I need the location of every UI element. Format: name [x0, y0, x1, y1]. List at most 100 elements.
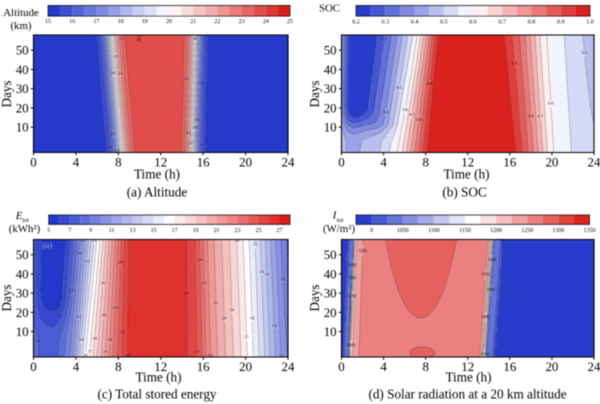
svg-text:0.7: 0.7: [538, 113, 543, 118]
svg-text:9: 9: [89, 228, 92, 234]
svg-text:0.9: 0.9: [427, 81, 432, 86]
svg-text:10: 10: [281, 277, 285, 282]
svg-text:12: 12: [461, 154, 474, 169]
svg-text:0.6: 0.6: [469, 19, 476, 25]
svg-text:24: 24: [136, 37, 141, 42]
svg-text:23: 23: [202, 280, 206, 285]
svg-text:8: 8: [69, 289, 71, 294]
svg-text:22: 22: [186, 130, 190, 135]
svg-text:0: 0: [370, 228, 373, 234]
svg-text:30: 30: [16, 286, 29, 301]
svg-text:19: 19: [111, 71, 115, 76]
svg-text:16: 16: [197, 359, 210, 374]
svg-text:0.3: 0.3: [381, 37, 386, 42]
svg-text:23: 23: [184, 76, 188, 81]
svg-text:11: 11: [109, 228, 115, 234]
svg-text:19: 19: [142, 19, 148, 25]
svg-text:12: 12: [154, 359, 167, 374]
svg-text:15: 15: [253, 242, 257, 247]
svg-text:21: 21: [103, 349, 107, 354]
svg-text:20: 20: [16, 100, 29, 115]
svg-text:15: 15: [92, 238, 96, 243]
svg-text:13: 13: [84, 258, 88, 263]
svg-text:20: 20: [324, 100, 337, 115]
svg-text:24: 24: [118, 260, 123, 265]
svg-text:50: 50: [324, 43, 337, 58]
svg-text:17: 17: [88, 349, 92, 354]
svg-text:1200: 1200: [490, 228, 502, 234]
svg-text:(W/m²): (W/m²): [323, 223, 356, 235]
svg-text:50: 50: [324, 247, 337, 262]
svg-text:0: 0: [338, 359, 344, 374]
svg-text:20: 20: [110, 32, 114, 37]
svg-text:21: 21: [214, 300, 218, 305]
svg-text:1200: 1200: [481, 314, 489, 319]
svg-text:0: 0: [30, 359, 36, 374]
svg-text:12: 12: [77, 314, 81, 319]
svg-text:0.5: 0.5: [582, 50, 587, 55]
svg-text:20: 20: [166, 19, 172, 25]
svg-text:9: 9: [72, 288, 74, 293]
svg-text:20: 20: [102, 313, 106, 318]
svg-text:21: 21: [114, 54, 118, 59]
svg-text:24: 24: [263, 19, 269, 25]
svg-text:50: 50: [16, 247, 29, 262]
svg-text:(d) Solar radiation at a 20 km: (d) Solar radiation at a 20 km altitude: [368, 386, 566, 401]
svg-text:15: 15: [151, 228, 157, 234]
svg-text:Time (h): Time (h): [134, 167, 180, 182]
svg-text:10: 10: [324, 324, 337, 339]
svg-text:14: 14: [79, 337, 84, 342]
svg-text:6: 6: [58, 302, 60, 307]
svg-text:12: 12: [272, 323, 276, 328]
svg-text:(km): (km): [10, 20, 31, 32]
svg-text:13: 13: [265, 271, 269, 276]
svg-text:19: 19: [101, 280, 105, 285]
svg-text:0.7: 0.7: [409, 112, 414, 117]
svg-text:17: 17: [172, 228, 178, 234]
svg-text:40: 40: [324, 62, 337, 77]
svg-text:50: 50: [16, 43, 29, 58]
svg-text:8: 8: [115, 359, 121, 374]
svg-text:14: 14: [259, 269, 264, 274]
svg-text:8: 8: [422, 154, 428, 169]
svg-text:I: I: [332, 210, 338, 222]
svg-text:Time (h): Time (h): [445, 370, 491, 385]
svg-text:12: 12: [461, 359, 474, 374]
svg-text:1250: 1250: [481, 271, 489, 276]
svg-text:1250: 1250: [521, 228, 533, 234]
svg-text:(b) SOC: (b) SOC: [442, 185, 487, 200]
svg-text:1100: 1100: [348, 275, 356, 280]
svg-text:SOC: SOC: [319, 3, 340, 15]
svg-text:18: 18: [93, 336, 97, 341]
svg-text:20: 20: [193, 36, 197, 41]
svg-text:0.8: 0.8: [528, 19, 535, 25]
svg-text:27: 27: [277, 228, 283, 234]
svg-text:Days: Days: [307, 80, 322, 107]
svg-text:30: 30: [324, 81, 337, 96]
svg-text:10: 10: [77, 251, 81, 256]
svg-text:0.8: 0.8: [416, 117, 421, 122]
svg-text:7: 7: [68, 228, 71, 234]
svg-text:30: 30: [16, 81, 29, 96]
svg-text:12: 12: [154, 154, 167, 169]
svg-text:(a): (a): [43, 241, 53, 250]
svg-text:Altitude: Altitude: [3, 7, 39, 19]
svg-text:20: 20: [324, 305, 337, 320]
svg-text:16: 16: [69, 19, 75, 25]
svg-text:Days: Days: [0, 80, 14, 107]
svg-text:19: 19: [193, 125, 197, 130]
svg-text:40: 40: [324, 266, 337, 281]
svg-text:24: 24: [588, 154, 600, 169]
svg-text:Days: Days: [0, 284, 14, 311]
svg-text:tot: tot: [337, 217, 344, 224]
svg-text:21: 21: [190, 19, 196, 25]
svg-text:4: 4: [380, 359, 387, 374]
svg-text:22: 22: [208, 353, 212, 358]
svg-text:1100: 1100: [428, 228, 440, 234]
svg-text:15: 15: [45, 19, 51, 25]
svg-text:0.3: 0.3: [382, 19, 389, 25]
svg-text:18: 18: [118, 19, 124, 25]
svg-text:17: 17: [245, 335, 249, 340]
svg-text:23: 23: [119, 36, 123, 41]
svg-text:23: 23: [235, 228, 241, 234]
